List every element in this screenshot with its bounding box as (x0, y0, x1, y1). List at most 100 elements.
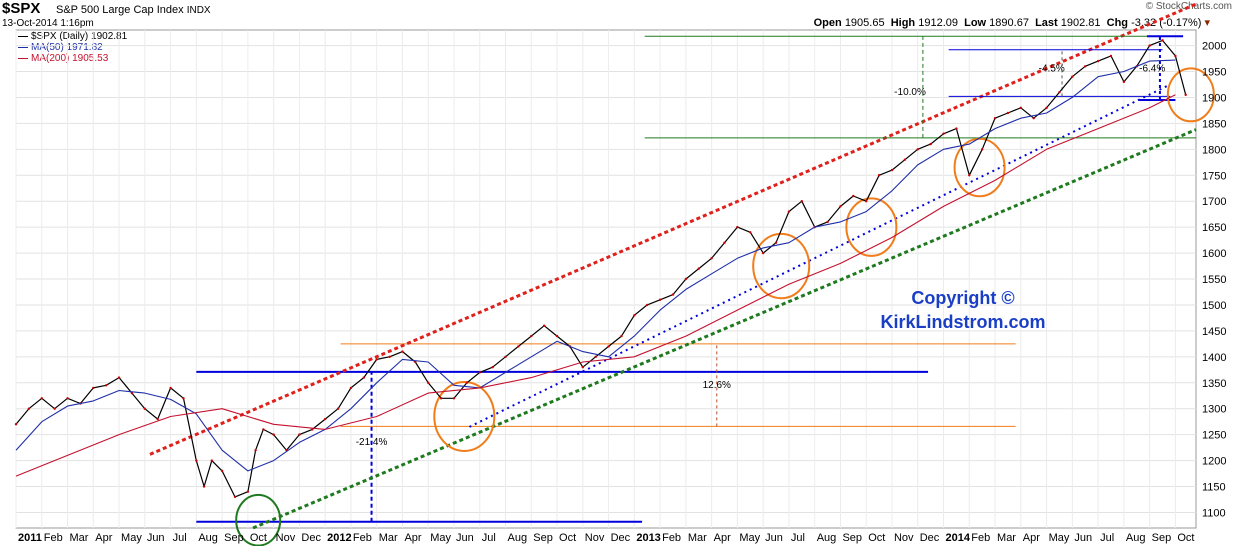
price-point (955, 127, 958, 130)
x-tick-label: Jun (765, 532, 783, 544)
legend-ma200-label: MA(200) 1905.53 (31, 53, 109, 64)
price-point (210, 459, 214, 462)
price-point (375, 358, 378, 361)
percent-annotation: -10.0% (894, 87, 926, 98)
price-point (658, 298, 662, 301)
percent-annotation: 12.6% (703, 380, 731, 391)
price-point (826, 220, 829, 224)
price-point (323, 417, 327, 421)
price-point (594, 355, 597, 359)
price-point (491, 365, 494, 369)
price-point (298, 433, 301, 436)
price-point (980, 148, 984, 151)
y-tick-label: 1750 (1202, 170, 1226, 182)
x-tick-label: Aug (817, 532, 837, 544)
price-point (1032, 116, 1035, 120)
x-tick-label: Sep (533, 532, 553, 544)
x-tick-label: May (430, 532, 451, 544)
last-label: Last (1035, 17, 1058, 29)
x-tick-label: Feb (662, 532, 681, 544)
quote-bar: Open 1905.65 High 1912.09 Low 1890.67 La… (814, 16, 1210, 29)
chart-header: $SPX S&P 500 Large Cap Index INDX 13-Oct… (0, 0, 1240, 44)
x-tick-label: Oct (250, 532, 267, 544)
price-point (414, 360, 417, 364)
y-tick-label: 1650 (1202, 222, 1226, 234)
price-line (15, 39, 1187, 498)
price-point (1058, 91, 1061, 94)
y-tick-label: 1500 (1202, 300, 1226, 312)
price-point (465, 381, 469, 384)
price-point (671, 293, 675, 296)
price-point (66, 397, 69, 400)
copyright-line1: Copyright © (911, 288, 1015, 308)
brand-logo[interactable]: © StockCharts.com (1145, 1, 1232, 12)
x-tick-label: Oct (1177, 532, 1194, 544)
series-lines (14, 39, 1187, 499)
price-point (1161, 39, 1164, 42)
y-tick-label: 1950 (1202, 67, 1226, 79)
price-point (202, 485, 206, 488)
y-tick-label: 1900 (1202, 92, 1226, 104)
price-point (1184, 93, 1187, 97)
y-tick-label: 1600 (1202, 248, 1226, 260)
dropdown-triangle-icon[interactable]: ▾ (1204, 17, 1210, 29)
copyright: Copyright © KirkLindstrom.com (858, 286, 1068, 334)
price-point (388, 355, 391, 359)
annotations: -21.4% 12.6% -10.0% -4.5% -6.4% (356, 64, 1166, 449)
price-point (427, 381, 430, 384)
price-point (104, 384, 108, 387)
price-point (1122, 80, 1126, 84)
grid (15, 29, 1197, 529)
x-tick-label: Mar (997, 532, 1016, 544)
x-tick-label: 2011 (18, 532, 42, 544)
price-point (1045, 106, 1048, 110)
ma200-line (15, 94, 1176, 477)
price-point (555, 334, 559, 338)
exchange: INDX (186, 5, 211, 16)
price-point (478, 371, 481, 374)
x-tick-label: Apr (95, 532, 112, 544)
price-point (852, 194, 855, 198)
price-point (787, 210, 791, 213)
price-point (195, 459, 198, 462)
price-point (929, 142, 932, 146)
x-tick-label: Jun (1074, 532, 1092, 544)
low-circle-1 (433, 380, 496, 452)
price-point (723, 241, 726, 244)
price-point (839, 205, 842, 208)
price-point (27, 407, 31, 410)
y-tick-label: 1250 (1202, 430, 1226, 442)
upper-trend-channel (149, 2, 1197, 456)
y-axis: 1100 1150 1200 1250 1300 1350 1400 1450 1500 1550… (1202, 41, 1226, 520)
percent-annotation: -4.5% (1039, 64, 1065, 75)
price-point (401, 350, 404, 353)
price-point (1019, 106, 1023, 110)
price-point (903, 158, 907, 161)
price-point (246, 490, 250, 493)
low-circle-5 (1166, 67, 1215, 123)
price-point (349, 386, 353, 390)
price-point (890, 168, 894, 172)
ma50-line (15, 59, 1176, 472)
chart-date: 13-Oct-2014 1:16pm (2, 18, 94, 29)
open-label: Open (813, 17, 842, 29)
price-point (800, 199, 804, 203)
price-point (761, 251, 765, 255)
legend-price-label: $SPX (Daily) 1902.81 (31, 31, 128, 42)
x-tick-label: 2014 (946, 532, 971, 544)
chg-label: Chg (1106, 17, 1129, 29)
y-tick-label: 1350 (1202, 378, 1226, 390)
x-tick-label: May (121, 532, 142, 544)
y-tick-label: 1800 (1202, 144, 1226, 156)
x-tick-label: Aug (508, 532, 528, 544)
price-point (1096, 59, 1100, 63)
price-point (182, 397, 185, 400)
x-tick-label: Mar (688, 532, 707, 544)
x-tick-label: Jul (482, 532, 496, 544)
price-point (311, 428, 314, 431)
price-point (942, 132, 945, 135)
low-value: 1890.67 (989, 17, 1029, 29)
price-point (439, 397, 443, 400)
price-point (710, 257, 713, 260)
price-point (774, 241, 778, 244)
